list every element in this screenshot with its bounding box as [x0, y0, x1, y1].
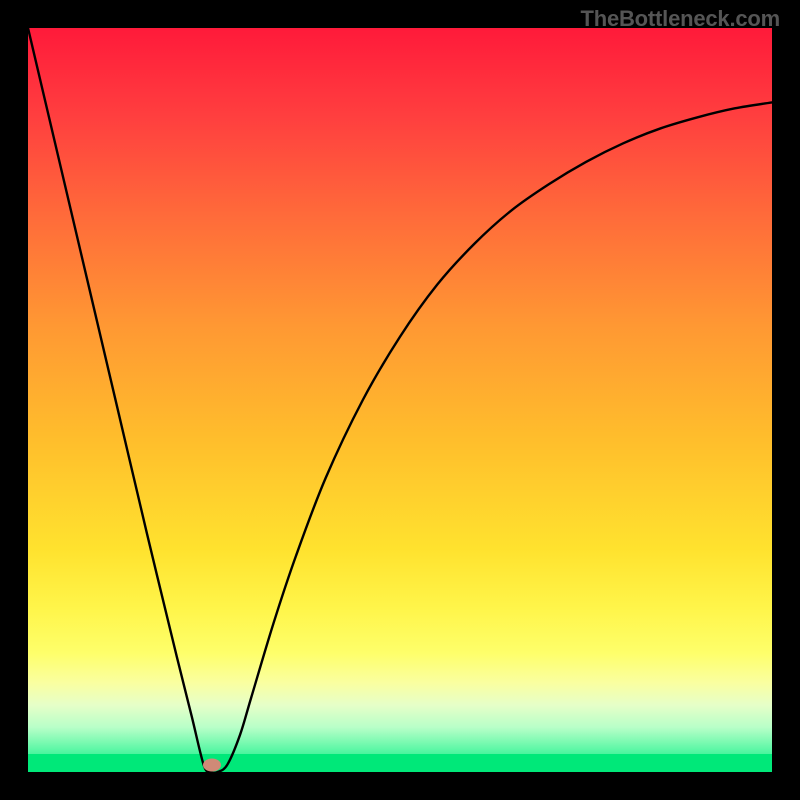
- chart-curve-svg: [28, 28, 772, 772]
- bottleneck-marker: [203, 758, 221, 771]
- watermark-text: TheBottleneck.com: [580, 6, 780, 32]
- bottleneck-curve: [28, 28, 772, 772]
- chart-plot-area: [28, 28, 772, 772]
